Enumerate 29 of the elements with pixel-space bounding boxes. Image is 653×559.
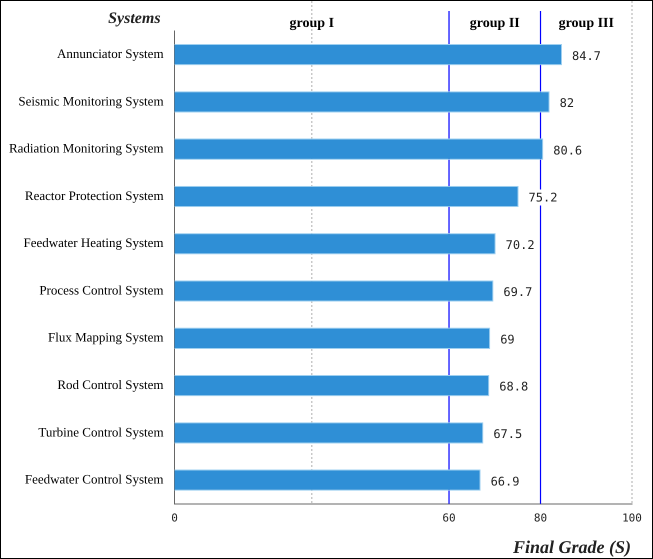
x-tick-label: 80	[534, 511, 548, 524]
data-label: 80.6	[553, 143, 582, 158]
x-tick-label: 100	[622, 511, 642, 524]
y-tick-label: Feedwater Heating System	[23, 235, 164, 250]
data-label: 66.9	[490, 474, 520, 488]
annotation: group III	[558, 16, 614, 31]
annotation: group II	[470, 16, 520, 31]
data-label: 67.5	[493, 427, 522, 442]
y-tick-label: Reactor Protection System	[24, 188, 164, 203]
data-label: 84.7	[572, 48, 601, 63]
y-tick-label: Process Control System	[39, 282, 164, 298]
y-tick-label: Feedwater Control System	[24, 472, 164, 487]
y-tick-label: Radiation Monitoring System	[8, 140, 164, 156]
x-tick-label: 60	[442, 511, 456, 524]
y-tick-label: Flux Mapping System	[48, 330, 164, 345]
data-label: 75.2	[528, 190, 558, 205]
data-label: 69.7	[503, 285, 532, 300]
y-tick-label: Annunciator System	[57, 46, 164, 62]
y-tick-label: Turbine Control System	[38, 424, 164, 440]
data-label: 68.8	[499, 380, 528, 394]
data-label: 70.2	[506, 238, 535, 252]
x-axis-title: Final Grade (S)	[512, 537, 631, 557]
y-tick-label: Seismic Monitoring System	[18, 93, 164, 108]
annotation: group I	[290, 16, 334, 31]
y-tick-label: Rod Control System	[57, 377, 164, 392]
data-label: 82	[560, 96, 574, 110]
data-label: 69	[500, 332, 515, 346]
y-axis-title: Systems	[108, 10, 161, 27]
x-tick-label: 0	[171, 511, 178, 524]
